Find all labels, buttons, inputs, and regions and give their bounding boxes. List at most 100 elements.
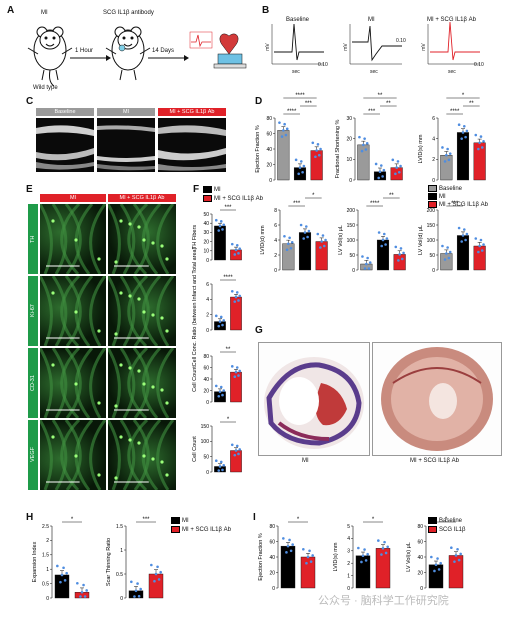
- data-point: [286, 544, 290, 548]
- watermark-text: 公众号 · 脑科学工作研究院: [318, 595, 449, 607]
- data-point: [448, 152, 452, 155]
- data-point: [218, 465, 222, 468]
- data-point: [460, 240, 464, 243]
- data-point: [311, 554, 314, 557]
- significance-label: **: [226, 347, 231, 353]
- data-point: [320, 240, 323, 243]
- bar-ab: [230, 249, 242, 261]
- data-point: [299, 223, 303, 227]
- significance-label: **: [389, 193, 394, 199]
- data-point: [306, 235, 309, 239]
- significance-label: ****: [295, 93, 305, 99]
- data-point: [479, 135, 483, 138]
- data-point: [443, 160, 447, 163]
- legend-label-ab: MI + SCG IL1β Ab: [439, 201, 488, 208]
- y-tick-label: 0: [420, 586, 423, 592]
- data-point: [157, 578, 161, 581]
- y-tick-label: 0: [274, 268, 277, 274]
- legend-i-label-baseline: Baseline: [439, 517, 463, 524]
- data-point: [214, 218, 218, 222]
- data-point: [357, 546, 360, 550]
- y-tick-label: 20: [203, 388, 209, 394]
- data-point: [230, 289, 234, 293]
- legend-label-mi: MI: [439, 193, 446, 200]
- data-point: [238, 294, 242, 298]
- y-tick-label: 1: [347, 573, 350, 579]
- histology-caption-ab: MI + SCG IL1β Ab: [410, 458, 459, 464]
- y-axis-label: LV Vol(s) μL: [338, 225, 344, 255]
- ecg-xlabel-mi: sec: [370, 69, 378, 75]
- data-point: [237, 452, 240, 456]
- data-point: [446, 147, 449, 151]
- panel-letter-e: E: [26, 184, 33, 195]
- significance-label: *: [445, 517, 448, 523]
- bar-baseline: [440, 154, 453, 181]
- data-point: [301, 170, 304, 174]
- data-point: [305, 561, 308, 565]
- ecg-trace-1: [352, 25, 402, 62]
- y-tick-label: 80: [203, 354, 209, 360]
- data-point: [478, 244, 481, 248]
- legend-i-item-scg: SCG IL1β: [428, 526, 465, 533]
- data-point: [302, 164, 306, 168]
- data-point: [237, 299, 240, 302]
- mouse-1-label: MI: [41, 10, 48, 16]
- y-tick-label: 40: [203, 221, 209, 227]
- data-point: [474, 237, 478, 240]
- data-point: [381, 238, 385, 242]
- data-point: [282, 537, 285, 540]
- data-point: [396, 160, 400, 163]
- significance-label: *: [312, 193, 315, 199]
- data-point: [307, 229, 311, 233]
- bar-ab: [473, 142, 486, 181]
- data-point: [238, 448, 242, 451]
- y-tick-label: 2: [432, 157, 435, 163]
- data-point: [441, 146, 444, 149]
- data-point: [63, 579, 67, 582]
- data-point: [448, 250, 452, 254]
- y-axis-label: Fractional Shortening %: [335, 120, 341, 179]
- y-tick-label: 200: [347, 208, 356, 214]
- data-point: [221, 323, 224, 327]
- y-tick-label: 80: [269, 524, 275, 530]
- y-tick-label: 4: [274, 238, 277, 244]
- data-point: [445, 153, 448, 157]
- arrow-2-head: [184, 55, 189, 61]
- data-point: [315, 149, 318, 152]
- data-point: [217, 229, 221, 232]
- data-point: [358, 135, 361, 139]
- ihc-image-cd-31-ab: [108, 348, 176, 418]
- y-tick-label: 0: [432, 178, 435, 184]
- y-tick-label: 0: [206, 328, 209, 334]
- data-point: [219, 315, 223, 319]
- data-point: [280, 135, 284, 138]
- data-point: [447, 256, 451, 260]
- legend-i-item-baseline: Baseline: [428, 517, 462, 524]
- y-tick-label: 2: [274, 253, 277, 259]
- data-point: [234, 370, 238, 374]
- data-point: [217, 394, 221, 398]
- data-point: [219, 460, 223, 464]
- ihc-image-th-ab: [108, 204, 176, 274]
- y-axis-label: Ejection Fraction %: [255, 125, 261, 172]
- data-point: [400, 257, 404, 261]
- data-point: [457, 123, 461, 127]
- data-point: [363, 548, 366, 551]
- data-point: [316, 143, 320, 146]
- ecg-title-mi: MI: [368, 17, 375, 23]
- data-point: [379, 164, 383, 167]
- data-point: [136, 582, 139, 585]
- data-point: [457, 226, 461, 230]
- data-point: [362, 143, 365, 147]
- y-tick-label: 150: [347, 223, 356, 229]
- data-point: [294, 158, 298, 162]
- y-tick-label: 100: [427, 238, 436, 244]
- data-point: [221, 228, 224, 231]
- data-point: [156, 565, 159, 569]
- data-point: [460, 137, 464, 140]
- data-point: [234, 295, 238, 299]
